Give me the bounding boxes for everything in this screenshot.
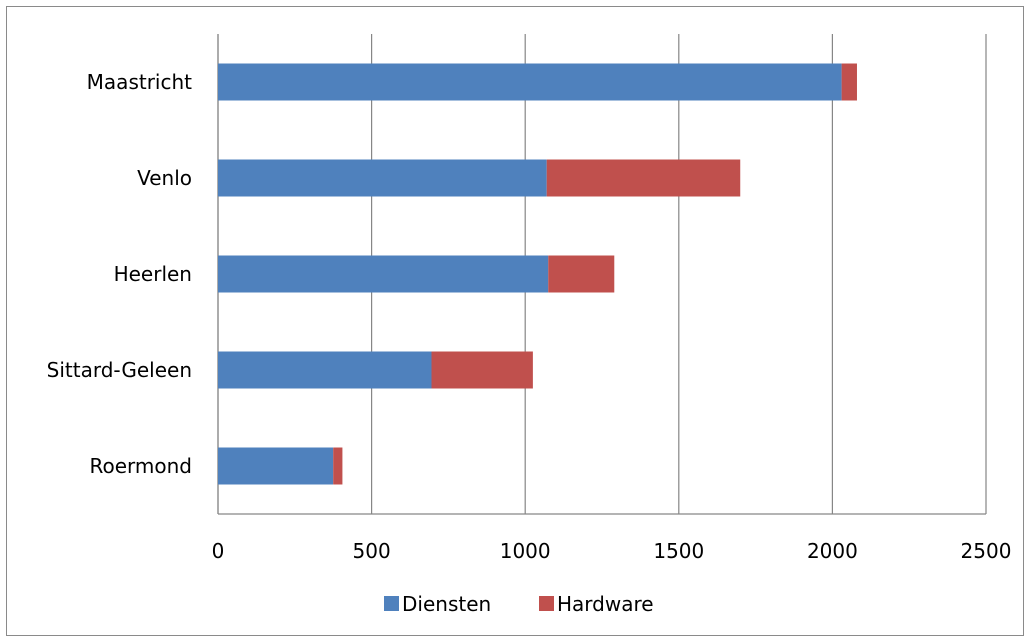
legend-label-diensten: Diensten: [402, 592, 491, 616]
bar-hardware-maastricht: [841, 63, 857, 101]
chart-frame: [6, 6, 1024, 636]
x-tick-label: 500: [353, 539, 391, 563]
x-tick-label: 2500: [961, 539, 1012, 563]
bar-diensten-heerlen: [218, 255, 549, 293]
gridlines: [217, 34, 987, 515]
bar-diensten-roermond: [218, 447, 334, 485]
legend-label-hardware: Hardware: [557, 592, 654, 616]
x-tick-label: 2000: [807, 539, 858, 563]
bar-hardware-roermond: [333, 447, 343, 485]
bar-diensten-maastricht: [218, 63, 842, 101]
legend-swatch-diensten: [384, 596, 399, 611]
category-label: Venlo: [137, 166, 192, 190]
bars: [218, 63, 857, 485]
category-label: Maastricht: [87, 70, 192, 94]
bar-diensten-sittard-geleen: [218, 351, 432, 389]
category-label: Sittard-Geleen: [47, 358, 192, 382]
bar-diensten-venlo: [218, 159, 547, 197]
x-tick-label: 1500: [653, 539, 704, 563]
category-label: Roermond: [90, 454, 193, 478]
category-labels: Maastricht Venlo Heerlen Sittard-Geleen Roer…: [47, 70, 193, 478]
x-tick-label: 0: [212, 539, 225, 563]
x-tick-label: 1000: [500, 539, 551, 563]
legend: Diensten Hardware: [384, 592, 654, 616]
category-label: Heerlen: [114, 262, 192, 286]
bar-hardware-heerlen: [548, 255, 615, 293]
bar-hardware-venlo: [546, 159, 741, 197]
legend-swatch-hardware: [539, 596, 554, 611]
x-tick-labels: 0 500 1000 1500 2000 2500: [212, 539, 1012, 563]
bar-hardware-sittard-geleen: [431, 351, 533, 389]
